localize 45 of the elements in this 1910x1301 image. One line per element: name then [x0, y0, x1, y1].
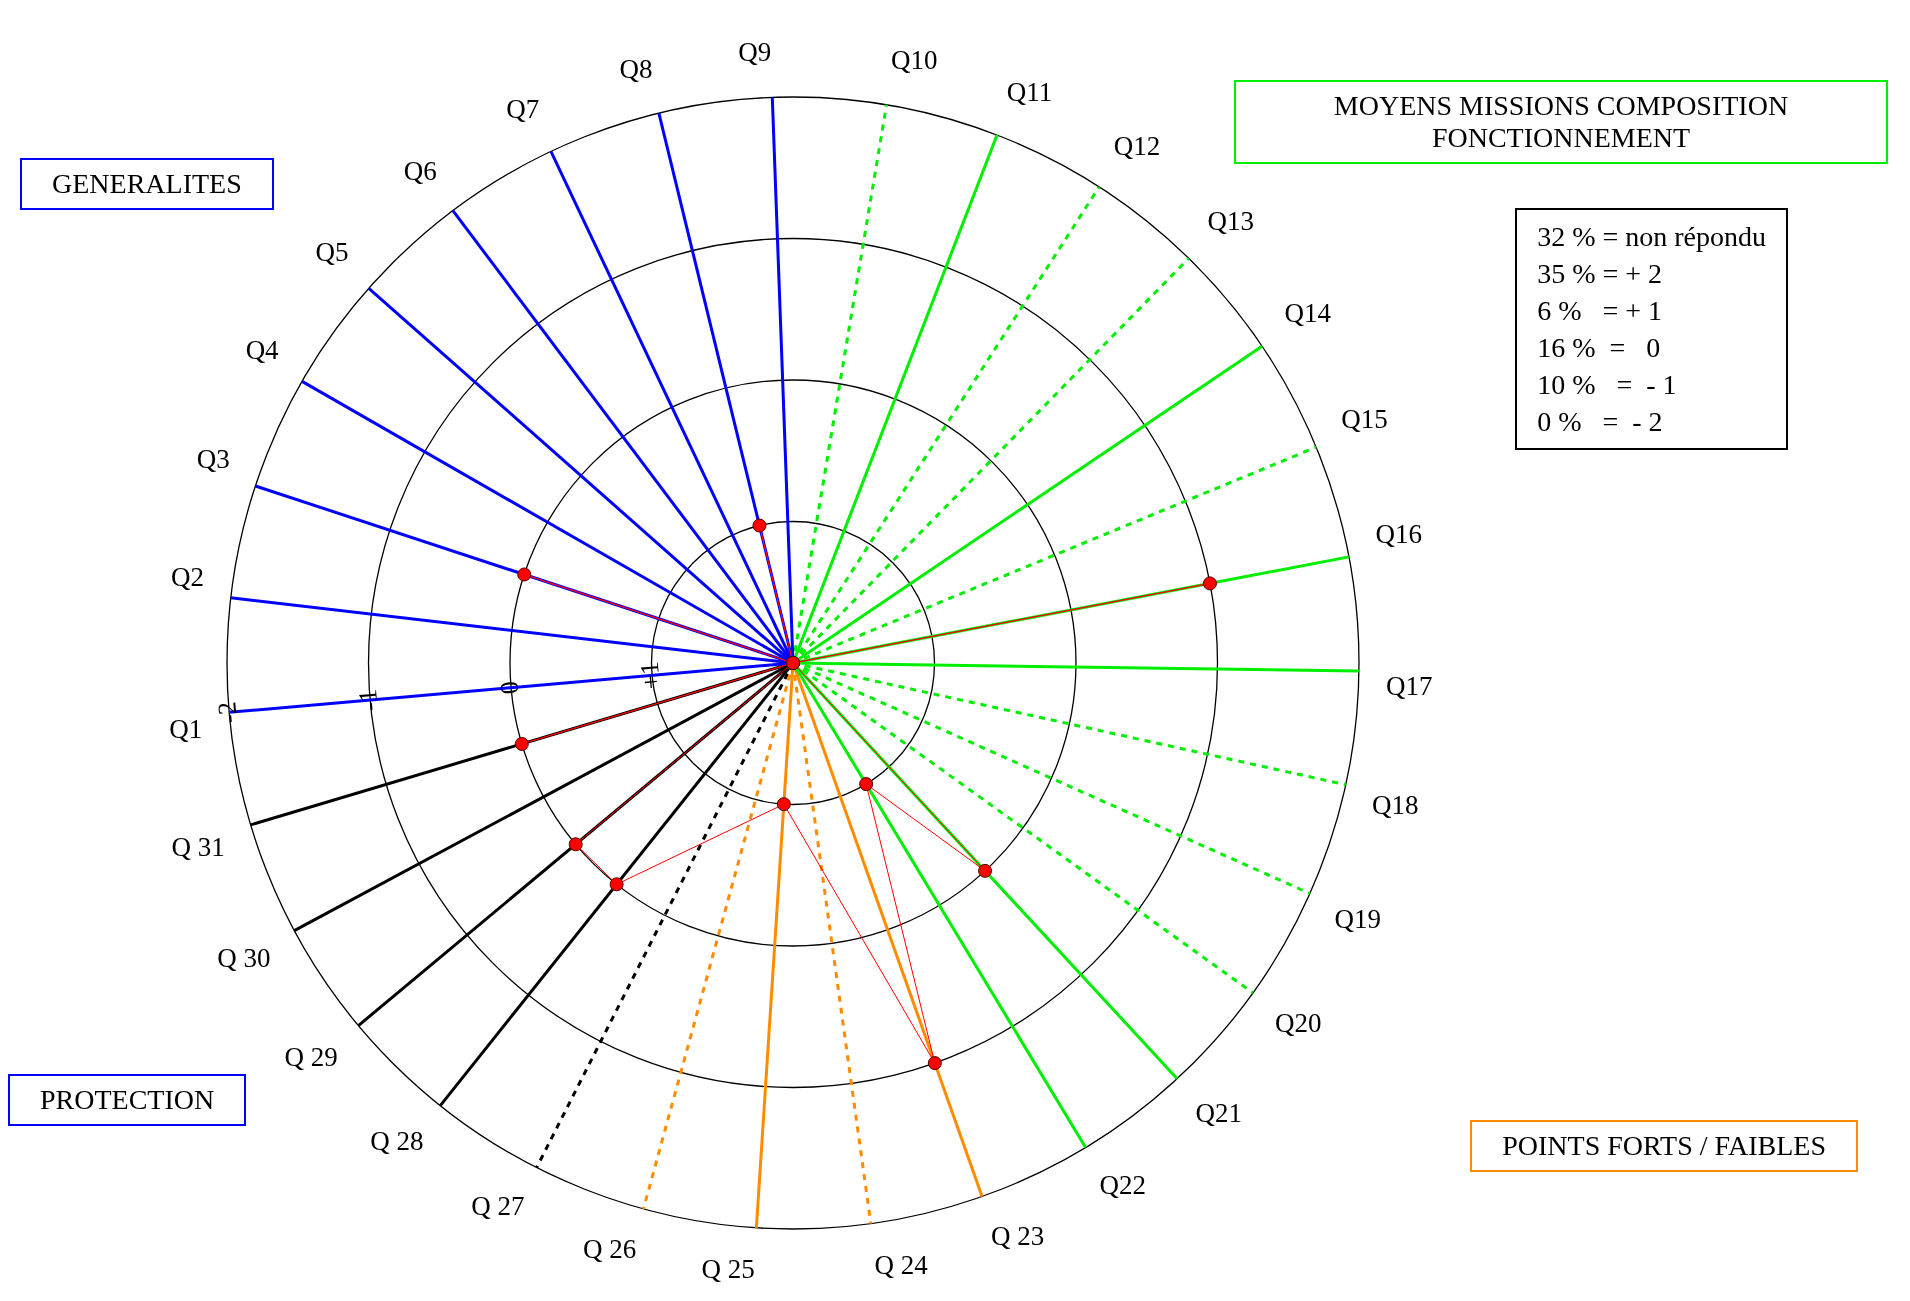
spoke-label: Q 25: [701, 1254, 755, 1285]
spoke-label: Q 24: [874, 1249, 929, 1280]
spoke-label: Q16: [1375, 518, 1422, 549]
spoke-label: Q4: [245, 334, 280, 365]
text: PROTECTION: [8, 1074, 247, 1126]
text: 16 % = 0: [1537, 331, 1662, 365]
y-tick-label: -2: [212, 700, 243, 725]
spoke-label: Q21: [1195, 1097, 1242, 1128]
y-tick-label: -1: [353, 688, 384, 713]
text: 10 % = - 1: [1537, 368, 1678, 402]
spoke-label: Q 26: [583, 1234, 637, 1265]
spoke-label: Q15: [1341, 403, 1388, 434]
text: POINTS FORTS / FAIBLES: [1470, 1120, 1858, 1172]
text: 35 % = + 2: [1537, 257, 1664, 291]
spoke-label: Q12: [1113, 131, 1161, 162]
spoke-label: Q2: [170, 561, 204, 592]
spoke-label: Q8: [619, 53, 653, 84]
text: 0 % = - 2: [1537, 405, 1664, 439]
spoke-label: Q19: [1334, 903, 1382, 934]
spoke-label: Q1: [169, 713, 203, 744]
spoke-label: Q11: [1006, 76, 1053, 107]
spoke-label: Q20: [1274, 1007, 1322, 1038]
spoke-label: Q22: [1099, 1169, 1147, 1200]
y-tick-label: 0: [494, 680, 525, 696]
spoke-label: Q 31: [171, 831, 225, 862]
spoke-label: Q 28: [370, 1126, 424, 1157]
spoke-label: Q17: [1385, 670, 1433, 701]
spoke-label: Q 30: [217, 942, 271, 973]
spoke-label: Q5: [315, 237, 349, 268]
spoke-label: Q7: [506, 93, 540, 124]
spoke-label: Q10: [891, 45, 938, 76]
text: GENERALITES: [20, 158, 274, 210]
spoke-label: Q9: [738, 37, 772, 68]
spoke-label: Q18: [1372, 789, 1419, 820]
spoke-label: Q 27: [471, 1190, 525, 1221]
spoke-label: Q3: [196, 444, 230, 475]
spoke-label: Q14: [1284, 298, 1332, 329]
text: 32 % = non répondu: [1537, 220, 1766, 254]
text: MOYENS MISSIONS COMPOSITION FONCTIONNEMENT: [1234, 80, 1888, 164]
spoke-label: Q 29: [284, 1042, 338, 1073]
text: 6 % = + 1: [1537, 294, 1664, 328]
spoke-label: Q6: [403, 155, 437, 186]
spoke-label: Q13: [1207, 205, 1255, 236]
spoke-label: Q 23: [991, 1221, 1045, 1252]
y-tick-label: +1: [634, 660, 667, 691]
